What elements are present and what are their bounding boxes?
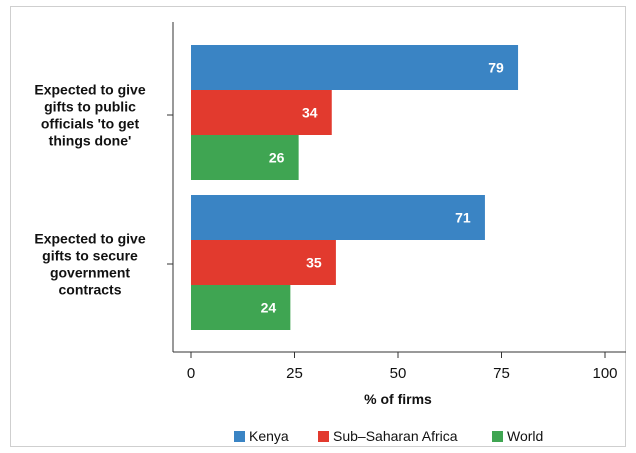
data-label: 26 (269, 150, 285, 166)
x-axis-title: % of firms (364, 391, 432, 407)
bar (191, 90, 332, 135)
x-tick-label: 100 (592, 365, 617, 382)
legend: Kenya Sub–Saharan Africa World (234, 428, 543, 444)
legend-swatch (492, 431, 503, 442)
x-tick-label: 0 (187, 365, 195, 382)
category-label-line: Expected to give (34, 82, 145, 98)
chart-frame (10, 6, 626, 447)
bar (191, 135, 299, 180)
legend-label: Sub–Saharan Africa (333, 428, 458, 444)
bar (191, 285, 291, 330)
bar (191, 45, 519, 90)
x-tick-label: 50 (390, 365, 407, 382)
legend-swatch (234, 431, 245, 442)
category-label-line: officials 'to get (41, 116, 140, 132)
category-label: Expected to give gifts to secure governmen… (34, 231, 145, 298)
bar (191, 195, 485, 240)
data-label: 35 (306, 255, 322, 271)
data-label: 34 (302, 105, 318, 121)
category-label-line: contracts (58, 282, 121, 298)
category-label-line: things done' (49, 133, 132, 149)
legend-label: World (507, 428, 543, 444)
legend-swatch (318, 431, 329, 442)
bar (191, 240, 336, 285)
x-tick-label: 75 (493, 365, 510, 382)
category-label: Expected to give gifts to public officials… (34, 82, 145, 149)
category-label-line: Expected to give (34, 231, 145, 247)
legend-label: Kenya (249, 428, 289, 444)
data-label: 24 (261, 300, 277, 316)
x-tick-label: 25 (286, 365, 303, 382)
data-label: 79 (488, 60, 504, 76)
category-label-line: government (50, 265, 130, 281)
category-label-line: gifts to secure (42, 248, 138, 264)
category-label-line: gifts to public (44, 99, 136, 115)
data-label: 71 (455, 210, 471, 226)
